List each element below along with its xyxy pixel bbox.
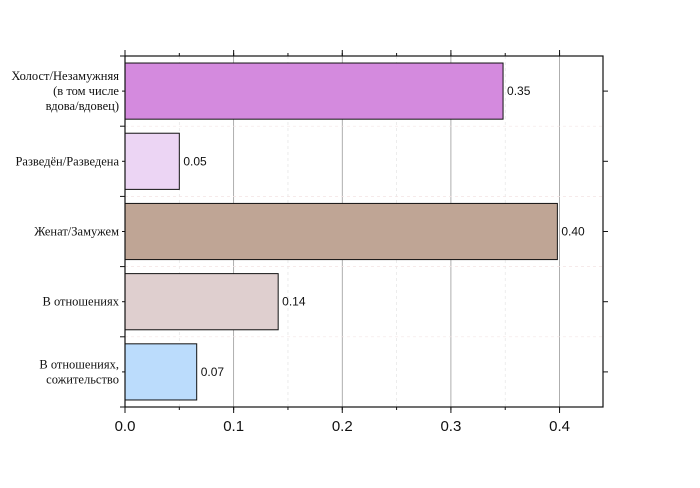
bar [124,343,198,401]
category-label: Женат/Замужем [34,225,119,239]
data-label: 0.05 [183,154,207,168]
data-label: 0.07 [201,365,225,379]
bar [124,132,180,190]
category-label: сожительство [46,372,119,386]
category-label: В отношениях [42,295,119,309]
axes [120,50,608,413]
x-tick-label: 0.2 [332,418,353,435]
x-tick-label: 0.1 [223,418,244,435]
category-label: В отношениях, [39,357,119,371]
plot-frame [124,55,604,408]
x-tick-label: 0.4 [549,418,570,435]
x-tick-label: 0.3 [440,418,461,435]
x-tick-label: 0.0 [115,418,136,435]
data-label: 0.40 [561,225,585,239]
bar [124,202,558,261]
bars [124,62,558,401]
category-label: (в том числе [53,84,119,98]
category-label: вдова/вдовец) [46,99,119,113]
bar [124,62,504,120]
bar [124,273,279,331]
category-label: Холост/Незамужняя [11,69,119,83]
data-label: 0.14 [282,295,306,309]
category-label: Разведён/Разведена [15,154,119,168]
data-label: 0.35 [507,84,531,98]
labels: 0.35 Холост/Незамужняя(в том числевдова/в… [11,69,585,435]
